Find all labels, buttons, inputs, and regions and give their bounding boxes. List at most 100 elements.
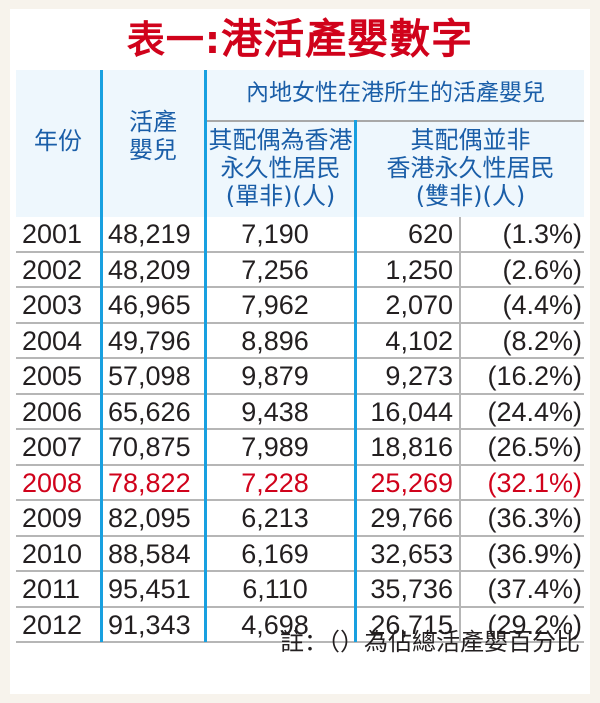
cell-double-non: 620 xyxy=(407,219,453,249)
cell-percentage: (24.4%) xyxy=(487,396,582,427)
cell-double-non: 16,044 xyxy=(370,396,453,427)
cell-total: 48,219 xyxy=(108,219,191,249)
cell-single-non: 9,879 xyxy=(241,361,309,391)
cell-single-non: 6,110 xyxy=(242,574,308,604)
column-divider-1 xyxy=(100,70,103,642)
cell-double-non: 32,653 xyxy=(370,538,453,569)
cell-total: 82,095 xyxy=(108,503,191,533)
table-row: 2002 48,209 7,256 1,250 (2.6%) xyxy=(16,253,584,288)
header-divider xyxy=(207,120,584,122)
cell-percentage: (37.4%) xyxy=(487,574,582,604)
table-header: 年份 活產 嬰兒 內地女性在港所生的活產嬰兒 其配偶為香港 永久性居民 (單非)… xyxy=(16,70,584,217)
births-table: 年份 活產 嬰兒 內地女性在港所生的活產嬰兒 其配偶為香港 永久性居民 (單非)… xyxy=(16,70,584,643)
table-row: 2003 46,965 7,962 2,070 (4.4%) xyxy=(16,288,584,324)
cell-single-non: 7,190 xyxy=(241,219,309,249)
cell-year: 2011 xyxy=(22,574,81,604)
cell-double-non: 18,816 xyxy=(370,432,453,462)
cell-total: 88,584 xyxy=(108,538,191,569)
table-row: 2006 65,626 9,438 16,044 (24.4%) xyxy=(16,395,584,430)
header-total: 活產 嬰兒 xyxy=(102,108,204,164)
cell-year: 2012 xyxy=(22,609,83,640)
header-group: 內地女性在港所生的活產嬰兒 xyxy=(207,79,584,107)
column-divider-3 xyxy=(354,120,357,642)
table-row: 2004 49,796 8,896 4,102 (8.2%) xyxy=(16,324,584,359)
header-year: 年份 xyxy=(16,127,100,155)
cell-total: 48,209 xyxy=(108,254,191,285)
header-single-line2: 永久性居民 xyxy=(220,154,341,182)
cell-year: 2009 xyxy=(22,503,83,533)
cell-year: 2003 xyxy=(22,290,83,320)
cell-double-non: 2,070 xyxy=(385,290,453,320)
title-main: 港活產嬰數字 xyxy=(221,15,474,63)
cell-year: 2010 xyxy=(22,538,83,569)
cell-percentage: (8.2%) xyxy=(502,325,582,356)
cell-single-non: 6,213 xyxy=(241,503,309,533)
table-row: 2001 48,219 7,190 620 (1.3%) xyxy=(16,217,584,253)
cell-double-non: 4,102 xyxy=(385,325,453,356)
header-total-line1: 活產 xyxy=(129,108,177,136)
cell-percentage: (1.3%) xyxy=(502,219,582,249)
header-group-label: 內地女性在港所生的活產嬰兒 xyxy=(246,80,545,106)
cell-year: 2002 xyxy=(22,254,83,285)
cell-total: 78,822 xyxy=(108,467,191,498)
cell-year: 2008 xyxy=(22,467,83,498)
cell-percentage: (36.3%) xyxy=(487,503,582,533)
table-row: 2012 91,343 4,698 26,715 (29.2%) xyxy=(16,608,584,643)
cell-percentage: (32.1%) xyxy=(487,467,582,498)
header-total-line2: 嬰兒 xyxy=(129,136,177,164)
header-double-line2: 香港永久性居民 xyxy=(386,154,555,182)
header-double-non: 其配偶並非 香港永久性居民 (雙非)(人) xyxy=(357,126,584,210)
cell-percentage: (36.9%) xyxy=(487,538,582,569)
page-title: 表一:港活產嬰數字 xyxy=(10,13,590,66)
header-double-line1: 其配偶並非 xyxy=(410,126,531,154)
header-double-line3: (雙非)(人) xyxy=(415,182,526,210)
cell-single-non: 9,438 xyxy=(241,396,309,427)
cell-percentage: (2.6%) xyxy=(502,254,582,285)
table-row: 2007 70,875 7,989 18,816 (26.5%) xyxy=(16,430,584,466)
column-divider-2 xyxy=(204,70,207,642)
cell-single-non: 7,228 xyxy=(241,467,309,498)
cell-double-non: 25,269 xyxy=(370,467,453,498)
table-row: 2005 57,098 9,879 9,273 (16.2%) xyxy=(16,359,584,395)
cell-double-non: 35,736 xyxy=(370,574,453,604)
cell-total: 65,626 xyxy=(108,396,191,427)
header-single-line3: (單非)(人) xyxy=(225,182,336,210)
cell-year: 2007 xyxy=(22,432,83,462)
cell-year: 2004 xyxy=(22,325,83,356)
header-single-non: 其配偶為香港 永久性居民 (單非)(人) xyxy=(207,126,354,210)
cell-total: 91,343 xyxy=(108,609,191,640)
title-prefix: 表一: xyxy=(126,18,222,62)
cell-single-non: 6,169 xyxy=(241,538,309,569)
cell-total: 57,098 xyxy=(108,361,191,391)
table-row: 2010 88,584 6,169 32,653 (36.9%) xyxy=(16,537,584,572)
cell-year: 2001 xyxy=(22,219,83,249)
cell-year: 2006 xyxy=(22,396,83,427)
cell-total: 49,796 xyxy=(108,325,191,356)
column-divider-pct xyxy=(459,217,461,642)
cell-total: 95,451 xyxy=(108,574,191,604)
cell-total: 46,965 xyxy=(108,290,191,320)
cell-double-non: 29,766 xyxy=(370,503,453,533)
cell-percentage: (29.2%) xyxy=(487,609,582,640)
table-row: 2009 82,095 6,213 29,766 (36.3%) xyxy=(16,501,584,537)
table-card: 表一:港活產嬰數字 年份 活產 嬰兒 內地女性在港所生的活產嬰兒 其配偶為香港 … xyxy=(10,9,590,694)
cell-percentage: (26.5%) xyxy=(487,432,582,462)
cell-single-non: 7,962 xyxy=(241,290,309,320)
header-year-label: 年份 xyxy=(34,127,82,155)
table-row: 2011 95,451 6,110 35,736 (37.4%) xyxy=(16,572,584,608)
cell-single-non: 8,896 xyxy=(241,325,309,356)
cell-total: 70,875 xyxy=(108,432,191,462)
cell-single-non: 7,989 xyxy=(241,432,309,462)
cell-double-non: 1,250 xyxy=(385,254,453,285)
table-row: 2008 78,822 7,228 25,269 (32.1%) xyxy=(16,466,584,501)
header-single-line1: 其配偶為香港 xyxy=(208,126,353,154)
table-body: 2001 48,219 7,190 620 (1.3%) 2002 48,209 7,256 1… xyxy=(16,217,584,643)
cell-single-non: 7,256 xyxy=(241,254,309,285)
footnote: 註：（）為佔總活產嬰百分比 xyxy=(280,628,580,656)
cell-percentage: (4.4%) xyxy=(502,290,582,320)
cell-single-non: 4,698 xyxy=(241,609,309,640)
cell-year: 2005 xyxy=(22,361,83,391)
cell-double-non: 26,715 xyxy=(370,609,453,640)
cell-percentage: (16.2%) xyxy=(487,361,582,391)
cell-double-non: 9,273 xyxy=(385,361,453,391)
